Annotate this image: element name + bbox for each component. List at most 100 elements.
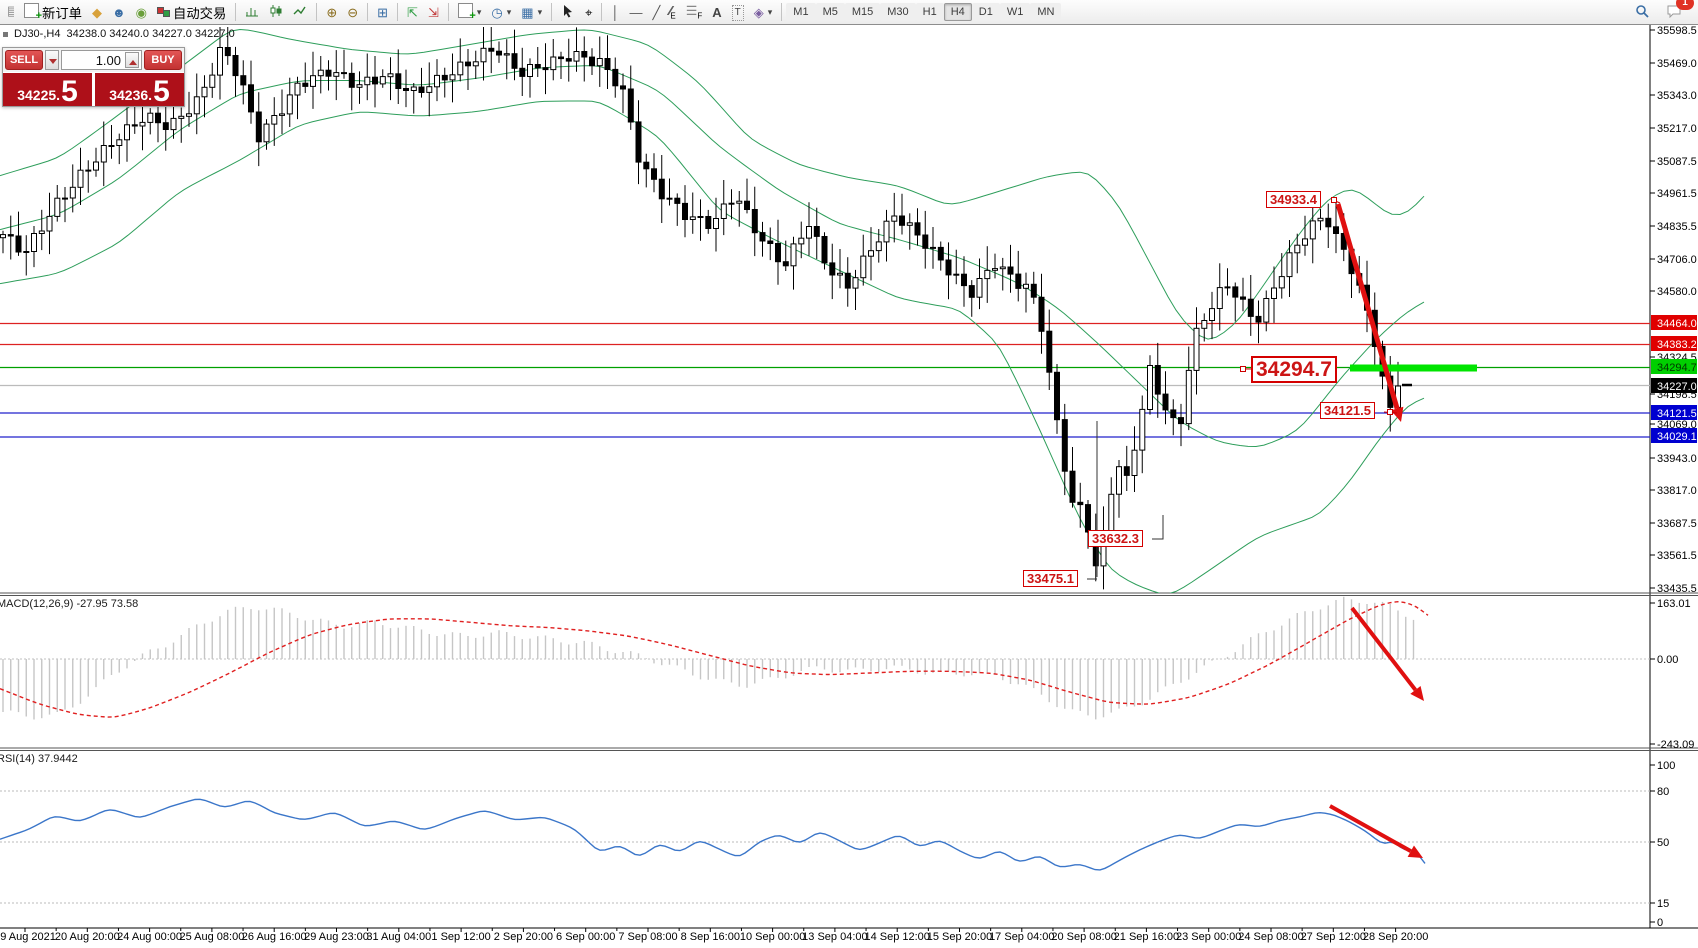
fibonacci-button[interactable]: ☰F [681, 2, 708, 22]
text-label-button[interactable]: T [727, 2, 749, 22]
template-button[interactable]: ▦ ▾ [516, 2, 547, 22]
price-annotation-label[interactable]: 34121.5 [1320, 402, 1375, 419]
macd-tick-label: 0.00 [1657, 654, 1678, 666]
trend-arrow[interactable] [1350, 606, 1424, 701]
price-tick-label: 33687.5 [1657, 518, 1697, 530]
timeframe-m15-button[interactable]: M15 [844, 3, 881, 21]
time-axis-label: 27 Sep 12:00 [1301, 931, 1366, 943]
text-label-icon: T [731, 3, 744, 21]
timeframe-w1-button[interactable]: W1 [999, 3, 1031, 21]
anchor-square[interactable] [1331, 197, 1337, 203]
volume-decrease-button[interactable] [45, 50, 59, 70]
line-chart-button[interactable] [288, 2, 312, 22]
vline-button[interactable]: │ [606, 2, 624, 22]
search-icon [1635, 4, 1649, 21]
timeframe-h4-button[interactable]: H4 [943, 3, 972, 21]
symbol-name: DJ30-,H4 [14, 28, 61, 40]
time-axis-label: 6 Sep 00:00 [556, 931, 615, 943]
volume-input[interactable]: 1.00 [61, 50, 142, 70]
arrange-down-button[interactable]: ⇲ [423, 2, 444, 22]
search-button[interactable] [1630, 2, 1654, 22]
time-axis-label: 29 Aug 23:00 [304, 931, 369, 943]
tile-windows-button[interactable]: ⊞ [372, 2, 393, 22]
zoom-out-button[interactable]: ⊖ [342, 2, 363, 22]
zoom-in-button[interactable]: ⊕ [321, 2, 342, 22]
price-annotation-label[interactable]: 34933.4 [1266, 191, 1321, 208]
hline-button[interactable]: — [625, 2, 648, 22]
toolbar-separator [601, 3, 603, 21]
new-order-button[interactable]: + 新订单 [19, 2, 87, 22]
trend-arrow[interactable] [1335, 203, 1404, 422]
anchor-square[interactable] [1387, 409, 1393, 415]
fibonacci-icon: ☰F [685, 3, 703, 21]
price-badge [1651, 378, 1697, 393]
time-axis-label: 7 Sep 08:00 [618, 931, 677, 943]
time-axis-label: 20 Sep 08:00 [1051, 931, 1116, 943]
arrange-up-button[interactable]: ⇱ [402, 2, 423, 22]
timeframe-d1-button[interactable]: D1 [971, 3, 1000, 21]
price-tick-label: 35598.5 [1657, 25, 1697, 37]
crosshair-button[interactable]: ⌖ [580, 2, 597, 22]
caret-down-icon[interactable]: ▾ [767, 6, 773, 17]
trend-arrow[interactable] [1329, 804, 1423, 858]
price-annotation-label[interactable]: 33632.3 [1088, 530, 1143, 547]
period-button[interactable]: ◷ ▾ [486, 2, 516, 22]
toolbar-button-label: 新订单 [42, 5, 82, 21]
time-axis-label: 20 Aug 20:00 [55, 931, 120, 943]
time-axis-label: 23 Sep 00:00 [1176, 931, 1241, 943]
autotrade-icon [157, 4, 171, 20]
bar-chart-button[interactable] [240, 2, 264, 22]
price-tick-label: 33817.0 [1657, 485, 1697, 497]
new-chart-button[interactable]: + ▾ [453, 2, 487, 22]
caret-down-icon[interactable]: ▾ [506, 6, 512, 17]
clipped-button[interactable]: ▤ [2, 2, 19, 22]
price-badge [1651, 405, 1697, 420]
buy-price-display[interactable]: 34236. 5 [95, 73, 184, 107]
support-highlight-bar[interactable] [1350, 364, 1477, 372]
time-axis-label: 26 Aug 16:00 [242, 931, 307, 943]
signal-button[interactable]: ◉ [131, 2, 152, 22]
caret-down-icon[interactable]: ▾ [476, 6, 482, 17]
anchor-square[interactable] [1240, 366, 1246, 372]
triangle-down-icon [49, 59, 57, 64]
template-icon: ▦ [521, 4, 534, 20]
timeframe-m30-button[interactable]: M30 [880, 3, 916, 21]
autotrade-button[interactable]: 自动交易 [152, 2, 231, 22]
rsi-tick-label: 0 [1657, 917, 1663, 929]
price-badge [1651, 359, 1697, 374]
contacts-button[interactable]: ☻ [107, 2, 131, 22]
toolbar-separator [235, 3, 237, 21]
timeframe-m1-button[interactable]: M1 [786, 3, 816, 21]
text-button[interactable]: A [707, 2, 726, 22]
cursor-button[interactable] [556, 2, 580, 22]
time-axis-label: 10 Sep 00:00 [740, 931, 805, 943]
candle-chart-button[interactable] [264, 2, 288, 22]
caret-down-icon[interactable]: ▾ [537, 6, 543, 17]
price-tick-label: 35469.0 [1657, 58, 1697, 70]
timeframe-mn-button[interactable]: MN [1030, 3, 1062, 21]
timeframe-m5-button[interactable]: M5 [815, 3, 845, 21]
cleanup-button[interactable]: ◆ [87, 2, 107, 22]
volume-increase-button[interactable] [125, 52, 139, 68]
price-badge-label: 34294.7 [1657, 362, 1697, 374]
notification-badge[interactable]: 1 [1676, 0, 1694, 10]
candle-chart-icon [269, 4, 283, 21]
sell-button[interactable]: SELL [5, 50, 43, 70]
sell-price-display[interactable]: 34225. 5 [3, 73, 92, 107]
time-axis-label: 24 Aug 00:00 [117, 931, 182, 943]
channel-button[interactable]: ∕∕E [665, 2, 680, 22]
price-annotation-label[interactable]: 34294.7 [1251, 356, 1337, 383]
trendline-button[interactable]: ╱ [648, 2, 666, 22]
triangle-up-icon [129, 60, 137, 65]
bar-chart-icon [245, 4, 259, 21]
buy-button[interactable]: BUY [144, 50, 182, 70]
channel-icon: ∕∕E [670, 4, 676, 21]
timeframe-h1-button[interactable]: H1 [915, 3, 944, 21]
shapes-button[interactable]: ◈ ▾ [749, 2, 778, 22]
price-tick-label: 35217.0 [1657, 123, 1697, 135]
arrange-down-icon: ⇲ [427, 4, 439, 20]
price-annotation-label[interactable]: 33475.1 [1023, 570, 1078, 587]
shapes-icon: ◈ [753, 4, 764, 20]
price-tick-label: 34835.5 [1657, 221, 1697, 233]
